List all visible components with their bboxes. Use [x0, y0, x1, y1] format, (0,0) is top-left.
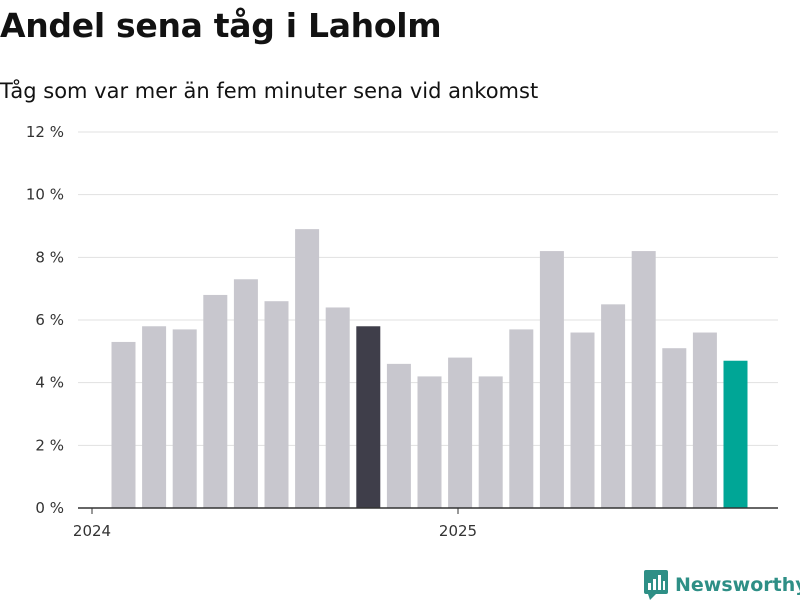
bar-chart: 0 % 2 % 4 % 6 % 8 % 10 % 12 % 2024 2025	[26, 123, 778, 540]
bar	[203, 294, 228, 508]
bar	[601, 304, 626, 508]
bar	[325, 307, 350, 508]
bar	[356, 326, 381, 508]
chart-subtitle: Tåg som var mer än fem minuter sena vid …	[0, 79, 539, 103]
bar	[386, 363, 411, 508]
bar	[631, 251, 656, 509]
brand-name: Newsworthy	[675, 574, 800, 596]
bar	[570, 332, 595, 508]
newsworthy-logo-icon	[644, 570, 668, 600]
y-tick-label: 6 %	[35, 311, 64, 329]
bar	[723, 360, 748, 508]
bar	[478, 376, 503, 508]
y-tick-label: 0 %	[35, 499, 64, 517]
bar	[172, 329, 197, 508]
bar	[264, 301, 289, 508]
bar	[448, 357, 473, 508]
y-axis-ticks: 0 % 2 % 4 % 6 % 8 % 10 % 12 %	[26, 123, 64, 517]
bar	[295, 229, 320, 508]
bar	[539, 251, 564, 509]
bars	[111, 229, 748, 509]
y-tick-label: 4 %	[35, 374, 64, 392]
bar	[111, 341, 136, 508]
y-tick-label: 2 %	[35, 436, 64, 454]
x-tick-label: 2025	[439, 522, 477, 540]
bar	[692, 332, 717, 508]
x-tick-label: 2024	[73, 522, 111, 540]
x-axis-ticks: 2024 2025	[73, 508, 477, 540]
brand[interactable]: Newsworthy	[644, 569, 800, 600]
bar	[509, 329, 534, 508]
bar	[662, 348, 687, 508]
y-tick-label: 12 %	[26, 123, 64, 141]
bar	[417, 376, 442, 508]
chart-title: Andel sena tåg i Laholm	[0, 6, 442, 45]
bar	[233, 279, 258, 508]
y-tick-label: 10 %	[26, 186, 64, 204]
bar	[142, 326, 167, 508]
y-tick-label: 8 %	[35, 248, 64, 266]
